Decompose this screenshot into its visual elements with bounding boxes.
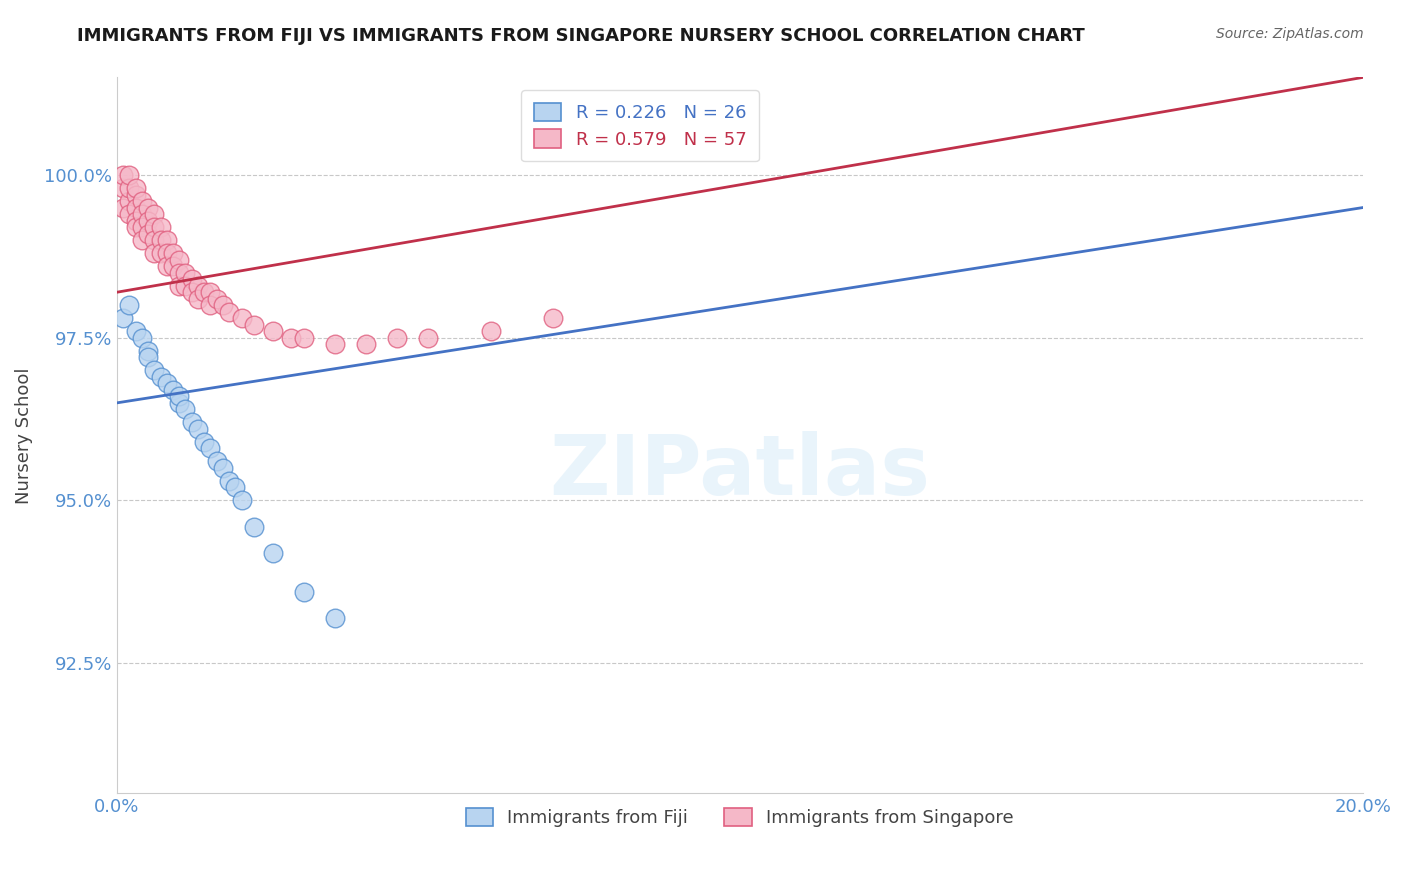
Point — [149, 369, 172, 384]
Point — [193, 285, 215, 300]
Point — [156, 246, 179, 260]
Point — [200, 442, 222, 456]
Point — [174, 278, 197, 293]
Point — [262, 545, 284, 559]
Point — [124, 187, 146, 202]
Point — [162, 259, 184, 273]
Point — [200, 285, 222, 300]
Point — [118, 194, 141, 208]
Point — [205, 454, 228, 468]
Point — [136, 201, 159, 215]
Point — [118, 181, 141, 195]
Point — [174, 266, 197, 280]
Text: IMMIGRANTS FROM FIJI VS IMMIGRANTS FROM SINGAPORE NURSERY SCHOOL CORRELATION CHA: IMMIGRANTS FROM FIJI VS IMMIGRANTS FROM … — [77, 27, 1085, 45]
Point — [387, 331, 409, 345]
Point — [131, 220, 153, 235]
Point — [156, 259, 179, 273]
Point — [118, 168, 141, 182]
Point — [131, 194, 153, 208]
Legend: Immigrants from Fiji, Immigrants from Singapore: Immigrants from Fiji, Immigrants from Si… — [458, 801, 1021, 834]
Point — [124, 201, 146, 215]
Point — [162, 246, 184, 260]
Point — [143, 246, 166, 260]
Point — [323, 337, 346, 351]
Point — [292, 584, 315, 599]
Point — [193, 434, 215, 449]
Point — [143, 207, 166, 221]
Point — [541, 311, 564, 326]
Point — [131, 331, 153, 345]
Point — [131, 233, 153, 247]
Point — [112, 311, 135, 326]
Point — [112, 201, 135, 215]
Point — [124, 213, 146, 227]
Point — [231, 311, 253, 326]
Point — [243, 519, 266, 533]
Point — [167, 252, 190, 267]
Point — [211, 298, 233, 312]
Point — [124, 181, 146, 195]
Y-axis label: Nursery School: Nursery School — [15, 368, 32, 504]
Point — [118, 207, 141, 221]
Point — [131, 207, 153, 221]
Point — [136, 351, 159, 365]
Point — [418, 331, 440, 345]
Point — [143, 363, 166, 377]
Point — [156, 376, 179, 391]
Point — [292, 331, 315, 345]
Point — [243, 318, 266, 332]
Point — [174, 402, 197, 417]
Text: ZIPatlas: ZIPatlas — [550, 431, 931, 512]
Point — [280, 331, 302, 345]
Point — [143, 233, 166, 247]
Point — [187, 422, 209, 436]
Point — [124, 220, 146, 235]
Point — [218, 474, 240, 488]
Point — [231, 493, 253, 508]
Point — [149, 233, 172, 247]
Point — [187, 292, 209, 306]
Point — [479, 324, 502, 338]
Point — [262, 324, 284, 338]
Point — [323, 610, 346, 624]
Point — [118, 298, 141, 312]
Point — [156, 233, 179, 247]
Point — [112, 168, 135, 182]
Point — [136, 227, 159, 241]
Point — [167, 266, 190, 280]
Point — [205, 292, 228, 306]
Point — [224, 480, 246, 494]
Point — [167, 396, 190, 410]
Point — [167, 389, 190, 403]
Point — [211, 461, 233, 475]
Point — [200, 298, 222, 312]
Point — [143, 220, 166, 235]
Point — [124, 324, 146, 338]
Point — [180, 272, 202, 286]
Point — [136, 213, 159, 227]
Point — [112, 181, 135, 195]
Point — [149, 220, 172, 235]
Point — [180, 285, 202, 300]
Point — [167, 278, 190, 293]
Point — [354, 337, 377, 351]
Point — [187, 278, 209, 293]
Point — [180, 416, 202, 430]
Point — [218, 304, 240, 318]
Text: Source: ZipAtlas.com: Source: ZipAtlas.com — [1216, 27, 1364, 41]
Point — [162, 383, 184, 397]
Point — [149, 246, 172, 260]
Point — [136, 343, 159, 358]
